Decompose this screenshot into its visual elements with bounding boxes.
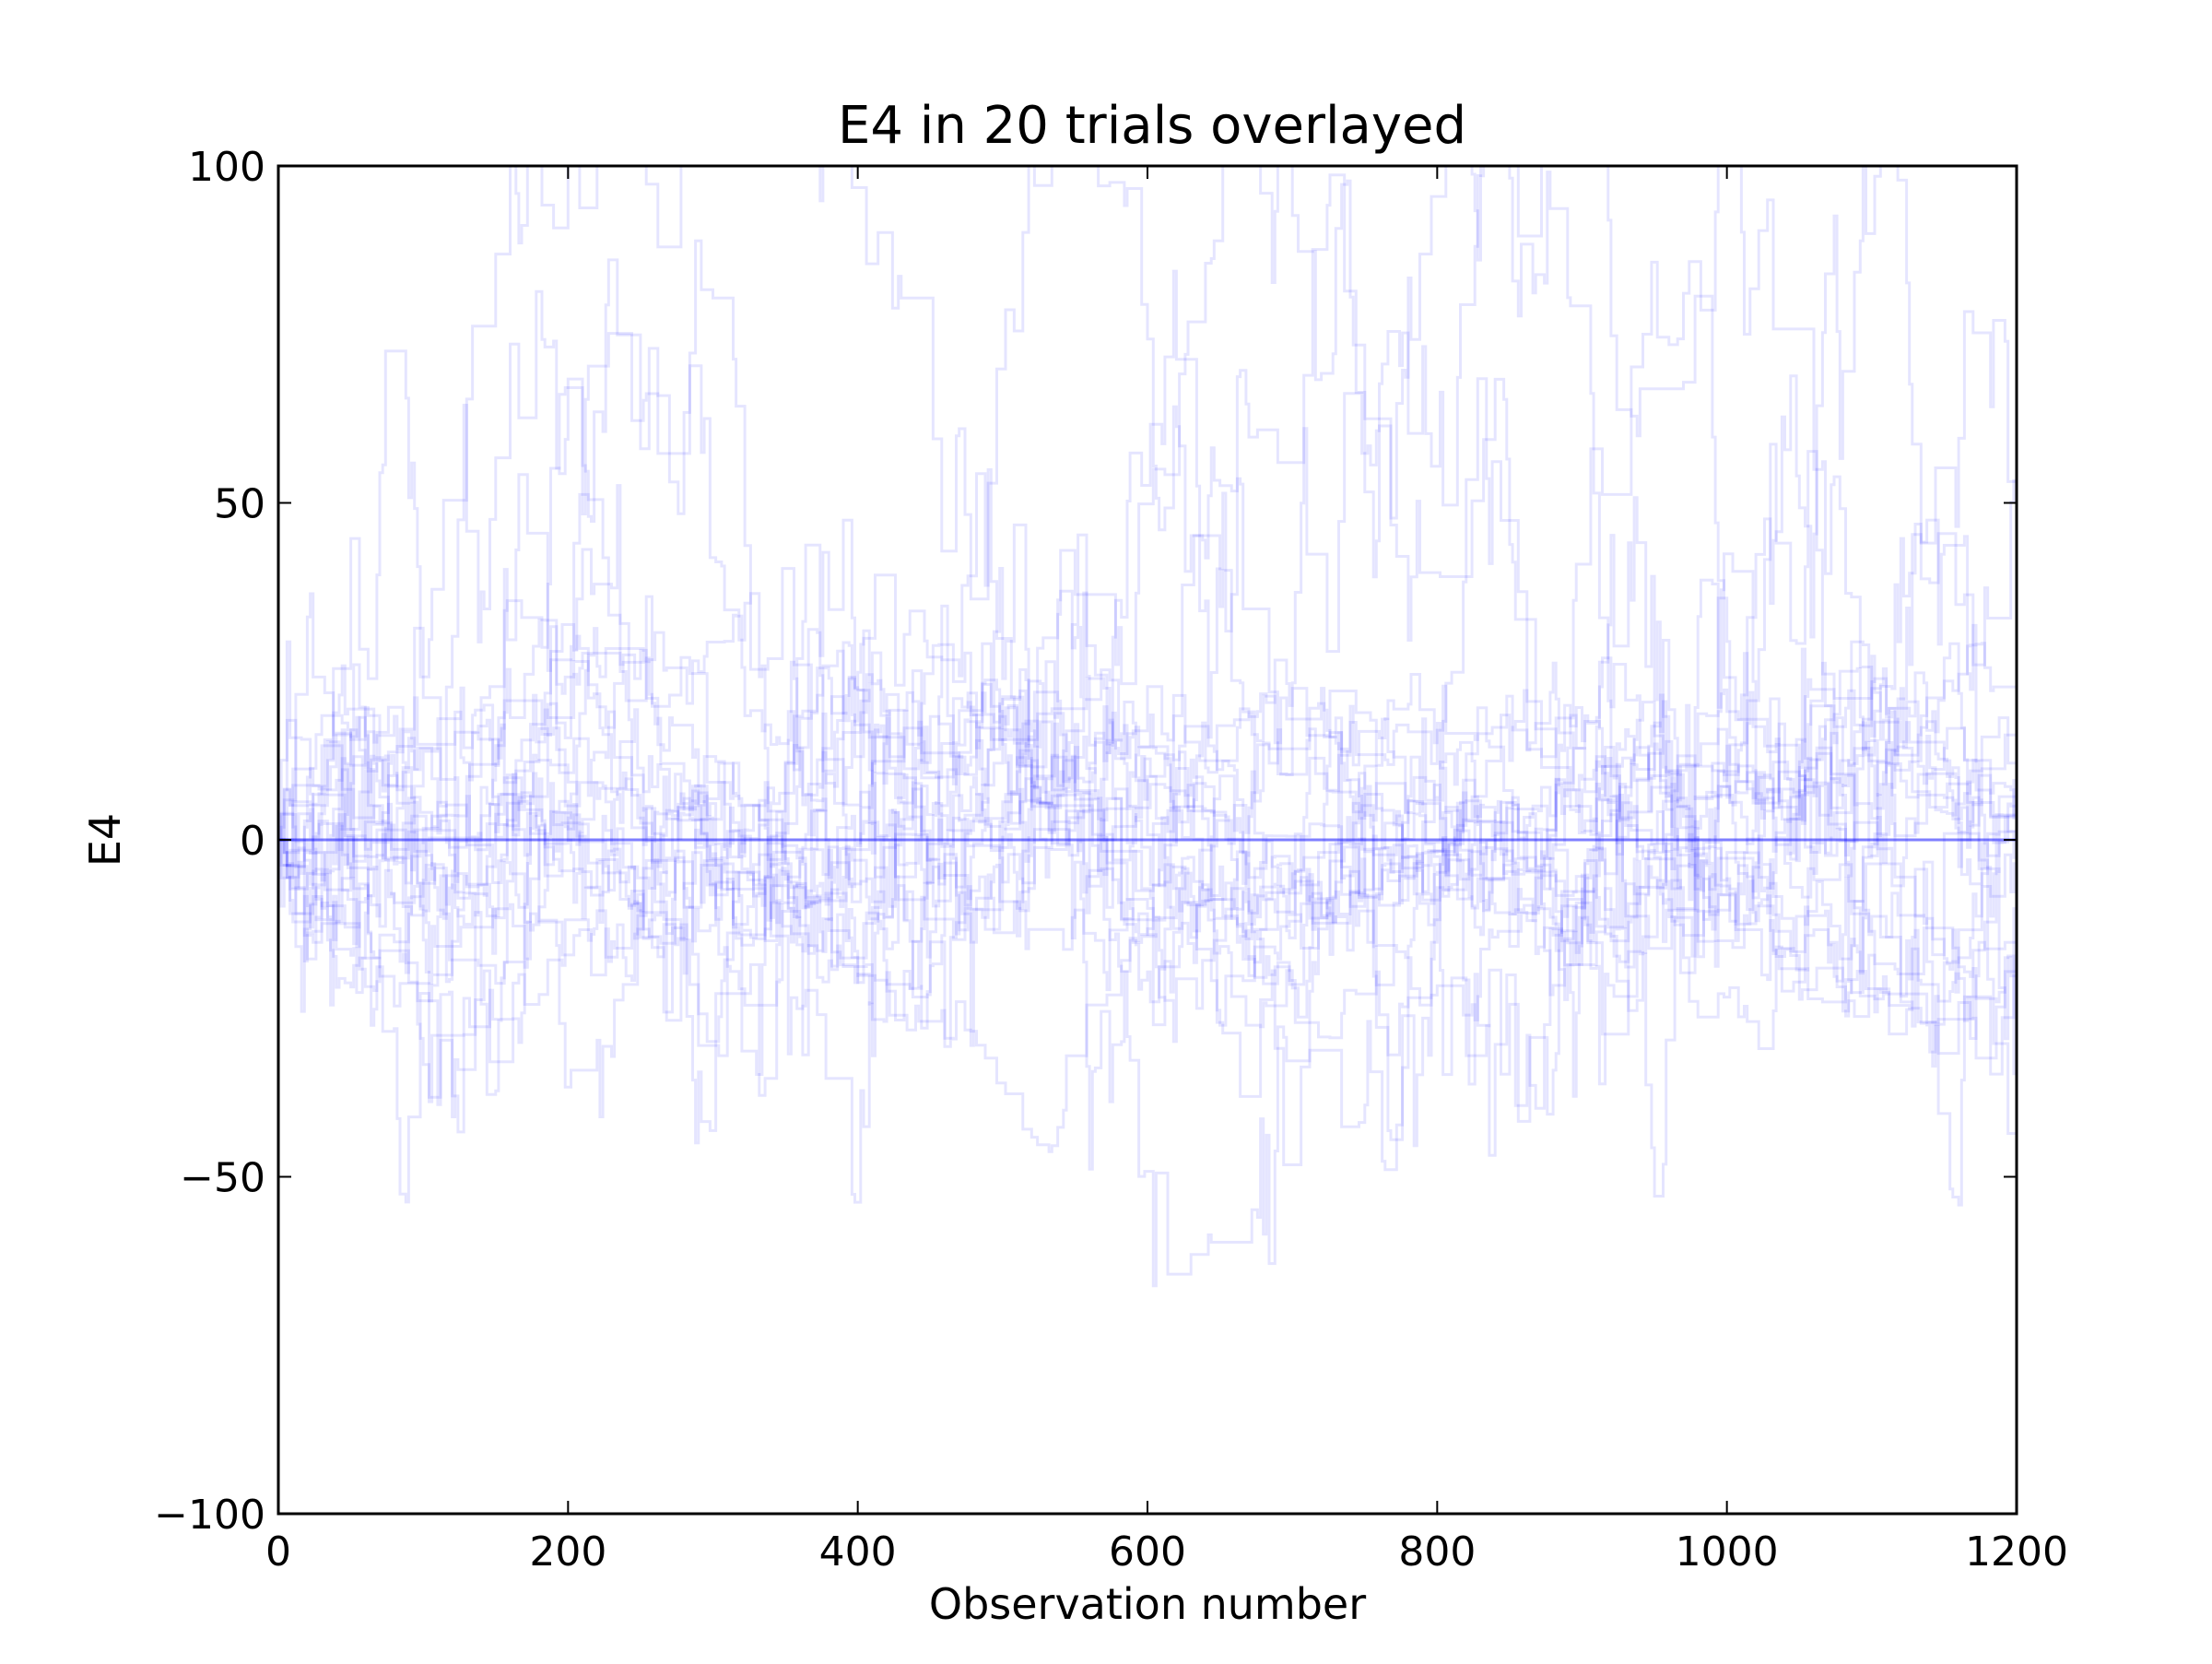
- x-tick-label: 400: [819, 1528, 897, 1575]
- trial-line: [278, 642, 2017, 1030]
- trial-line: [278, 643, 2017, 1060]
- trial-line: [278, 166, 2017, 1003]
- trial-line: [278, 629, 2017, 1021]
- x-tick-label: 1200: [1965, 1528, 2068, 1575]
- y-tick-label: 50: [214, 481, 265, 528]
- trial-line: [278, 166, 2017, 1135]
- x-tick-label: 0: [265, 1528, 291, 1575]
- trial-line: [278, 655, 2017, 1008]
- trial-line: [278, 725, 2017, 1153]
- trial-line: [278, 627, 2017, 1027]
- x-tick-label: 1000: [1676, 1528, 1779, 1575]
- chart-title: E4 in 20 trials overlayed: [838, 96, 1466, 156]
- trial-line: [278, 649, 2017, 1044]
- y-tick-label: −50: [180, 1155, 265, 1202]
- y-tick-label: −100: [154, 1492, 265, 1539]
- trial-line: [278, 702, 2017, 994]
- trial-line: [278, 767, 2017, 1044]
- x-axis: 0 200 400 600 800 1000 1200: [265, 166, 2068, 1575]
- y-axis-label: E4: [80, 813, 130, 867]
- x-axis-label: Observation number: [929, 1579, 1366, 1629]
- trial-line: [278, 166, 2017, 1288]
- y-tick-label: 100: [188, 144, 265, 191]
- x-tick-label: 200: [529, 1528, 606, 1575]
- series-layer: [278, 166, 2017, 1288]
- y-tick-label: 0: [240, 818, 265, 865]
- trial-line: [278, 623, 2017, 986]
- trial-line: [278, 668, 2017, 1103]
- y-axis: −100 −50 0 50 100: [154, 144, 2017, 1539]
- trial-line: [278, 258, 2017, 1204]
- trial-line: [278, 687, 2017, 1056]
- trial-line: [278, 613, 2017, 1050]
- x-tick-label: 600: [1109, 1528, 1186, 1575]
- trial-line: [278, 166, 2017, 1207]
- trial-line: [278, 289, 2017, 1198]
- x-tick-label: 800: [1398, 1528, 1476, 1575]
